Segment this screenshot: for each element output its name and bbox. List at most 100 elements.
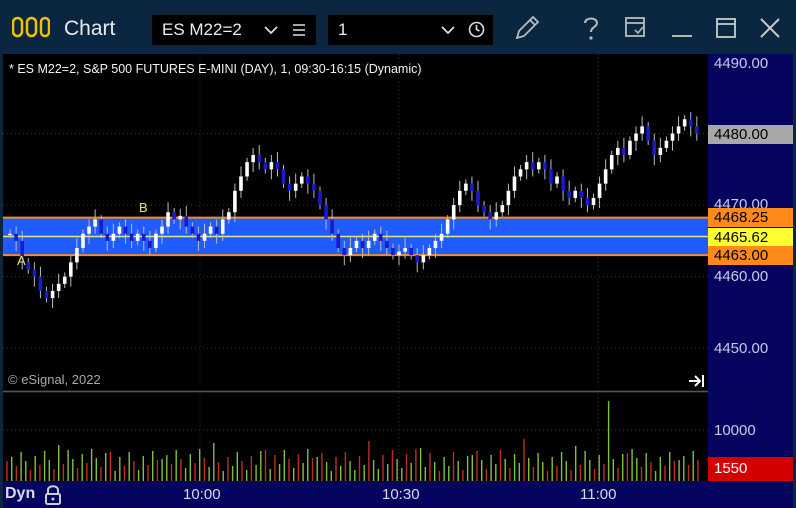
candle-body [609, 155, 614, 170]
candle-body [269, 162, 274, 170]
candle-body [549, 169, 553, 184]
candle-body [524, 162, 529, 170]
candle-body [26, 262, 31, 270]
candle-body [202, 233, 207, 241]
chevron-down-icon[interactable] [264, 24, 278, 36]
volume-chart[interactable] [3, 393, 708, 481]
candle-body [245, 162, 249, 177]
candle-body [69, 262, 73, 277]
candle-body [178, 215, 183, 220]
candle-body [555, 176, 559, 184]
candle-body [585, 197, 590, 206]
candle-body [38, 276, 43, 291]
candle-body [233, 190, 237, 213]
candle-body [433, 240, 438, 249]
candle-body [141, 233, 146, 241]
band-top-tag: 4468.25 [708, 208, 793, 227]
candle-body [421, 255, 426, 263]
candle-body [512, 176, 517, 191]
lock-icon[interactable] [44, 484, 62, 506]
candle-body [567, 190, 571, 198]
candle-body [123, 226, 128, 234]
symbol-dropdown[interactable]: ES M22=2 [151, 14, 317, 46]
marker-b[interactable]: B [139, 200, 148, 215]
candle-body [591, 197, 596, 206]
candle-body [172, 212, 176, 220]
candle-body [646, 126, 650, 141]
candle-body [470, 183, 474, 191]
candlesticks[interactable] [8, 112, 699, 309]
candle-body [676, 126, 681, 134]
candle-body [622, 147, 626, 156]
candle-body [530, 162, 535, 170]
candle-body [257, 155, 262, 163]
candle-body [652, 140, 657, 156]
close-icon[interactable] [758, 16, 782, 40]
chart-caption: * ES M22=2, S&P 500 FUTURES E-MINI (DAY)… [9, 62, 422, 76]
candle-body [306, 176, 310, 184]
maximize-icon[interactable] [714, 16, 738, 40]
candle-body [220, 219, 225, 234]
candle-body [105, 233, 110, 241]
candle-body [154, 233, 158, 249]
candle-body [281, 169, 286, 184]
candle-body [166, 212, 170, 227]
candle-body [312, 183, 316, 191]
candle-body [196, 233, 201, 241]
candle-body [354, 240, 359, 249]
candle-body [451, 205, 456, 220]
candle-body [129, 233, 134, 241]
clock-icon[interactable] [468, 21, 485, 38]
candle-body [682, 119, 687, 127]
price-chart[interactable]: * ES M22=2, S&P 500 FUTURES E-MINI (DAY)… [3, 54, 708, 390]
candle-body [160, 226, 164, 234]
price-scale[interactable]: 4490.00 4480.00 4470.00 4468.25 4465.62 … [708, 54, 793, 481]
candle-body [397, 251, 401, 256]
price-label: 4460.00 [714, 268, 769, 285]
candle-body [464, 183, 468, 191]
candle-body [87, 226, 91, 234]
candle-body [518, 169, 523, 177]
candle-body [208, 226, 213, 234]
scroll-to-end-icon[interactable] [688, 374, 706, 388]
copyright-text: © eSignal, 2022 [8, 372, 101, 387]
candle-body [318, 190, 322, 206]
interval-dropdown[interactable]: 1 [327, 14, 494, 46]
candle-body [44, 290, 49, 299]
time-label: 11:00 [580, 486, 617, 503]
volume-chart-canvas[interactable] [3, 393, 708, 481]
candle-body [664, 140, 669, 148]
app-logo-icon [12, 16, 50, 38]
minimize-icon[interactable] [670, 16, 694, 40]
marker-a[interactable]: A [17, 253, 26, 268]
time-axis[interactable]: Dyn 10:00 10:30 11:00 [3, 481, 793, 508]
menu-lines-icon[interactable] [292, 23, 306, 37]
candle-body [603, 169, 608, 184]
volume-bars[interactable] [6, 401, 699, 481]
candle-body [263, 162, 268, 170]
candle-body [135, 233, 140, 241]
candle-body [476, 190, 480, 206]
window-title: Chart [64, 17, 116, 40]
candle-body [20, 240, 24, 263]
candle-body [457, 190, 462, 206]
symbol-value: ES M22=2 [162, 20, 242, 39]
price-band[interactable] [3, 216, 708, 257]
time-label: 10:00 [183, 486, 221, 503]
price-chart-canvas[interactable] [3, 54, 708, 390]
candle-body [75, 248, 79, 263]
candle-body [50, 290, 55, 299]
candle-body [336, 233, 341, 249]
chevron-down-icon[interactable] [441, 24, 455, 36]
pane-divider [3, 391, 708, 392]
candle-body [439, 233, 444, 241]
candle-body [214, 226, 219, 234]
pencil-icon[interactable] [512, 13, 542, 43]
band-bottom-tag: 4463.00 [708, 246, 793, 265]
help-icon[interactable] [579, 15, 603, 41]
candle-body [506, 190, 511, 206]
dynamic-mode-label[interactable]: Dyn [5, 485, 36, 502]
candle-body [403, 248, 407, 252]
templates-icon[interactable] [624, 16, 648, 40]
candle-body [330, 219, 334, 234]
